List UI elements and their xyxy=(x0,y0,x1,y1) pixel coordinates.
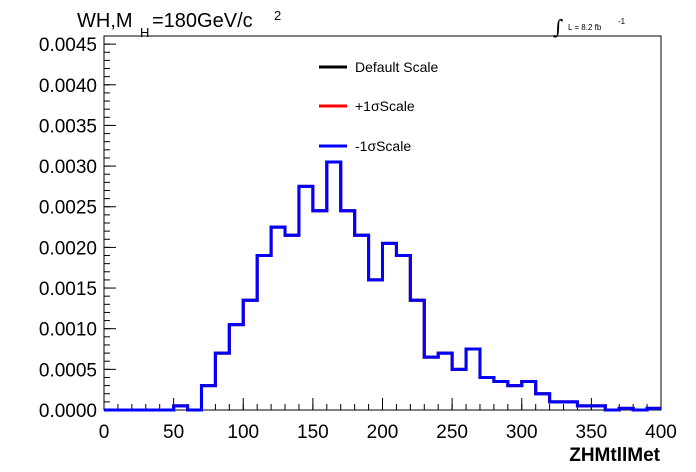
y-tick-label: 0.0045 xyxy=(39,35,97,56)
y-tick-label: 0.0010 xyxy=(39,320,97,341)
legend-label-plus-1sigma-scale: +1σScale xyxy=(355,98,415,114)
y-tick-label: 0.0030 xyxy=(39,157,97,178)
x-tick-label: 50 xyxy=(163,422,184,443)
x-tick-label: 0 xyxy=(99,422,110,443)
lumi-superscript: -1 xyxy=(618,17,626,26)
legend: Default Scale +1σScale -1σScale xyxy=(319,59,438,154)
x-tick-label: 400 xyxy=(645,422,677,443)
title-subscript: H xyxy=(140,25,149,40)
lumi-text: L = 8.2 fb xyxy=(568,23,602,32)
y-tick-label: 0.0020 xyxy=(39,238,97,259)
legend-label-minus-1sigma-scale: -1σScale xyxy=(355,138,411,154)
y-tick-label: 0.0040 xyxy=(39,76,97,97)
x-tick-label: 250 xyxy=(436,422,468,443)
y-axis: 0.0000 0.0005 0.0010 0.0015 0.0020 0.0025 0.00… xyxy=(39,35,116,422)
y-tick-label: 0.0005 xyxy=(39,360,97,381)
x-axis: 0 50 100 150 200 250 300 350 400 xyxy=(99,398,677,443)
series-line-2 xyxy=(104,160,661,412)
x-tick-label: 150 xyxy=(297,422,329,443)
y-tick-label: 0.0000 xyxy=(39,401,97,422)
title-superscript: 2 xyxy=(274,8,281,23)
title-rest: =180GeV/c xyxy=(152,10,253,32)
x-axis-label: ZHMtllMet xyxy=(569,445,660,466)
y-tick-label: 0.0015 xyxy=(39,279,97,300)
y-tick-label: 0.0025 xyxy=(39,198,97,219)
x-tick-label: 200 xyxy=(367,422,399,443)
luminosity-annotation: ∫ L = 8.2 fb -1 xyxy=(553,15,626,39)
x-tick-label: 300 xyxy=(506,422,538,443)
series-layer xyxy=(104,160,661,412)
title-main: WH,M xyxy=(77,10,133,32)
y-tick-label: 0.0035 xyxy=(39,116,97,137)
x-tick-label: 100 xyxy=(227,422,259,443)
legend-label-default-scale: Default Scale xyxy=(355,59,438,75)
x-tick-label: 350 xyxy=(576,422,608,443)
integral-sign: ∫ xyxy=(553,15,563,39)
chart-title: WH,M H =180GeV/c 2 xyxy=(77,8,281,40)
